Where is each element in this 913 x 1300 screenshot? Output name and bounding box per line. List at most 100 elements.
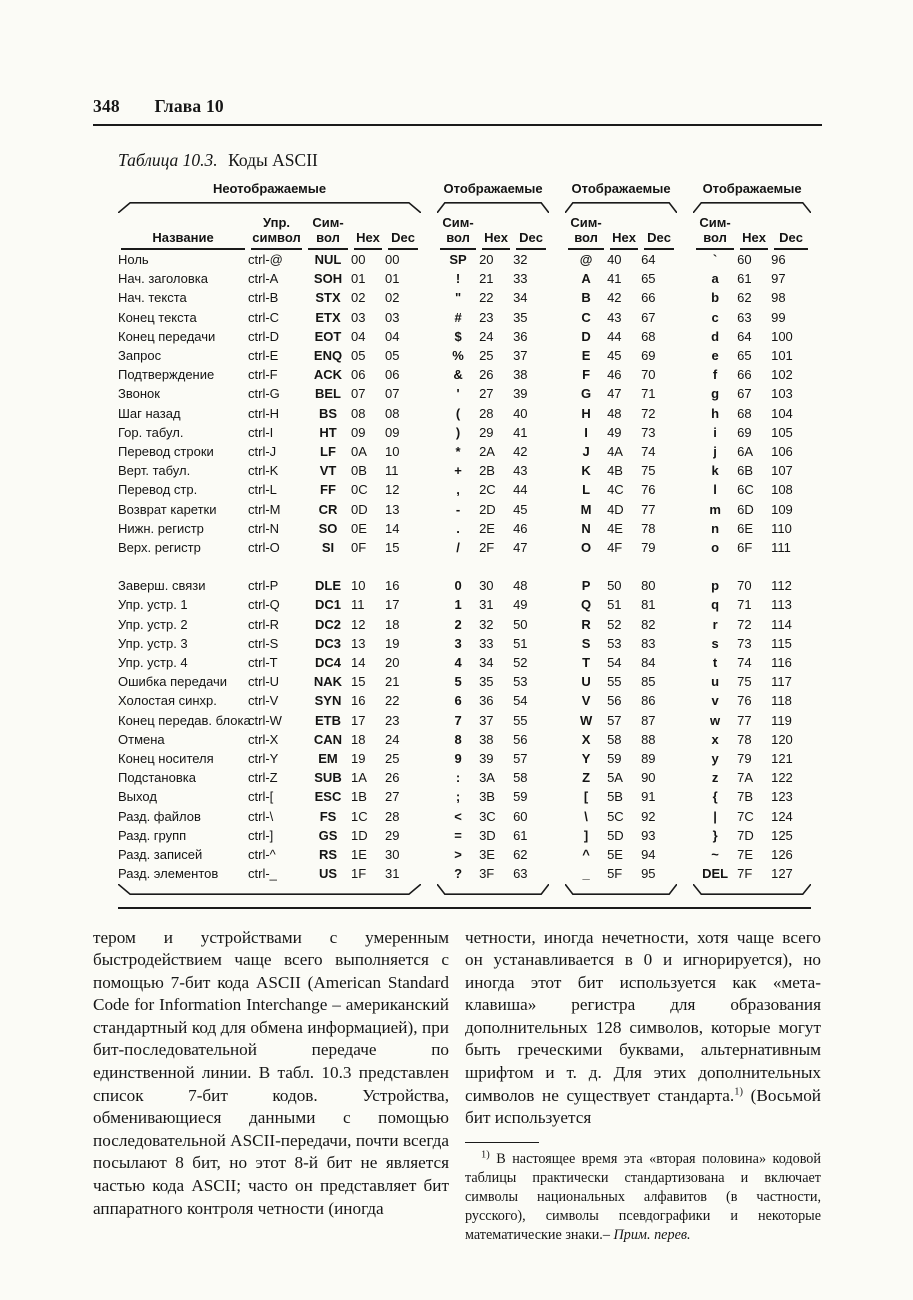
cell-symbol: ] <box>583 827 589 843</box>
cell-dec: 101 <box>771 348 793 364</box>
column-gap <box>421 500 437 519</box>
cell-dec: 86 <box>641 693 656 709</box>
cell-symbol: VT <box>319 463 337 479</box>
cell-symbol: SOH <box>313 271 343 287</box>
cell-dec: 26 <box>385 770 400 786</box>
cell-symbol: SUB <box>314 770 342 786</box>
column-gap <box>677 480 693 499</box>
cell-symbol: EM <box>318 751 338 767</box>
block-gap <box>118 557 811 576</box>
cell-hex: 27 <box>479 386 494 402</box>
cell-hex: 43 <box>607 309 622 325</box>
cell-dec: 55 <box>513 712 528 728</box>
cell-hex: 11 <box>351 597 365 613</box>
cell-hex: 19 <box>351 751 366 767</box>
column-gap <box>677 595 693 614</box>
cell-dec: 04 <box>385 328 400 344</box>
column-gap <box>421 365 437 384</box>
cell-dec: 22 <box>385 693 400 709</box>
cell-ctrl-char: ctrl-X <box>248 731 279 747</box>
cell-dec: 46 <box>513 520 528 536</box>
column-gap <box>421 384 437 403</box>
cell-name: Заверш. связи <box>118 578 206 594</box>
cell-ctrl-char: ctrl-P <box>248 578 279 594</box>
cell-hex: 1F <box>351 866 367 882</box>
cell-hex: 6E <box>737 520 753 536</box>
cell-symbol: ~ <box>711 847 719 863</box>
column-gap <box>421 807 437 826</box>
cell-ctrl-char: ctrl-G <box>248 386 280 402</box>
cell-hex: 37 <box>479 712 494 728</box>
table-caption-label: Таблица 10.3. <box>118 150 218 170</box>
cell-symbol: _ <box>582 866 590 882</box>
column-gap <box>421 653 437 672</box>
column-gap <box>677 269 693 288</box>
cell-dec: 109 <box>771 501 793 517</box>
cell-symbol: G <box>581 386 592 402</box>
cell-hex: 09 <box>351 424 366 440</box>
column-gap <box>677 787 693 806</box>
column-gap <box>677 327 693 346</box>
cell-hex: 20 <box>479 252 494 267</box>
cell-hex: 5E <box>607 847 623 863</box>
ascii-table-row: Верх. регистр ctrl-O SI 0F 15 / 2F 47 O 4F 79 o 6F 11… <box>118 538 811 557</box>
cell-hex: 6C <box>737 482 754 498</box>
cell-hex: 07 <box>351 386 366 402</box>
cell-symbol: ; <box>455 789 461 805</box>
cell-symbol: DC2 <box>314 616 341 632</box>
cell-symbol: ! <box>455 271 461 287</box>
column-gap <box>549 480 565 499</box>
cell-ctrl-char: ctrl-B <box>248 290 279 306</box>
cell-dec: 66 <box>641 290 656 306</box>
cell-hex: 79 <box>737 751 752 767</box>
cell-symbol: I <box>584 424 588 440</box>
cell-symbol: > <box>454 847 462 863</box>
cell-dec: 125 <box>771 827 793 843</box>
paragraph-text: четности, иногда нечетности, хотя чаще в… <box>465 927 821 1105</box>
column-gap <box>677 576 693 595</box>
cell-ctrl-char: ctrl-R <box>248 616 280 632</box>
cell-symbol: R <box>581 616 591 632</box>
footnote-rule <box>465 1141 539 1143</box>
cell-symbol: o <box>711 540 720 556</box>
cell-hex: 00 <box>351 252 366 267</box>
column-gap <box>677 181 693 200</box>
cell-dec: 67 <box>641 309 656 325</box>
cell-dec: 00 <box>385 252 400 267</box>
column-gap <box>677 691 693 710</box>
cell-hex: 60 <box>737 252 752 267</box>
cell-hex: 5B <box>607 789 623 805</box>
column-gap <box>677 461 693 480</box>
cell-ctrl-char: ctrl-V <box>248 693 279 709</box>
cell-ctrl-char: ctrl-H <box>248 405 280 421</box>
cell-dec: 75 <box>641 463 656 479</box>
cell-symbol: M <box>580 501 592 517</box>
column-header-label: Hex <box>742 230 767 245</box>
column-gap <box>549 749 565 768</box>
paragraph: тером и устройствами с умеренным быстрод… <box>93 927 449 1218</box>
cell-symbol: ^ <box>582 847 590 863</box>
cell-ctrl-char: ctrl-^ <box>248 847 276 863</box>
column-gap <box>421 538 437 557</box>
cell-hex: 38 <box>479 731 494 747</box>
table-caption-title: Коды ASCII <box>228 150 318 170</box>
cell-dec: 14 <box>385 520 400 536</box>
column-header-dec: Dec <box>385 213 421 250</box>
cell-dec: 10 <box>385 444 400 460</box>
cell-symbol: 1 <box>454 597 462 613</box>
column-gap <box>677 288 693 307</box>
underbrace <box>118 884 421 897</box>
cell-hex: 34 <box>479 655 494 671</box>
group-header-row: Неотображаемые Отображаемые Отображаемые… <box>118 181 811 200</box>
cell-ctrl-char: ctrl-K <box>248 463 279 479</box>
overbrace <box>693 200 811 213</box>
column-gap <box>549 864 565 883</box>
cell-dec: 31 <box>385 866 400 882</box>
cell-hex: 3E <box>479 847 495 863</box>
cell-dec: 06 <box>385 367 400 383</box>
cell-hex: 35 <box>479 674 494 690</box>
cell-dec: 70 <box>641 367 656 383</box>
cell-hex: 42 <box>607 290 622 306</box>
cell-dec: 41 <box>513 424 528 440</box>
